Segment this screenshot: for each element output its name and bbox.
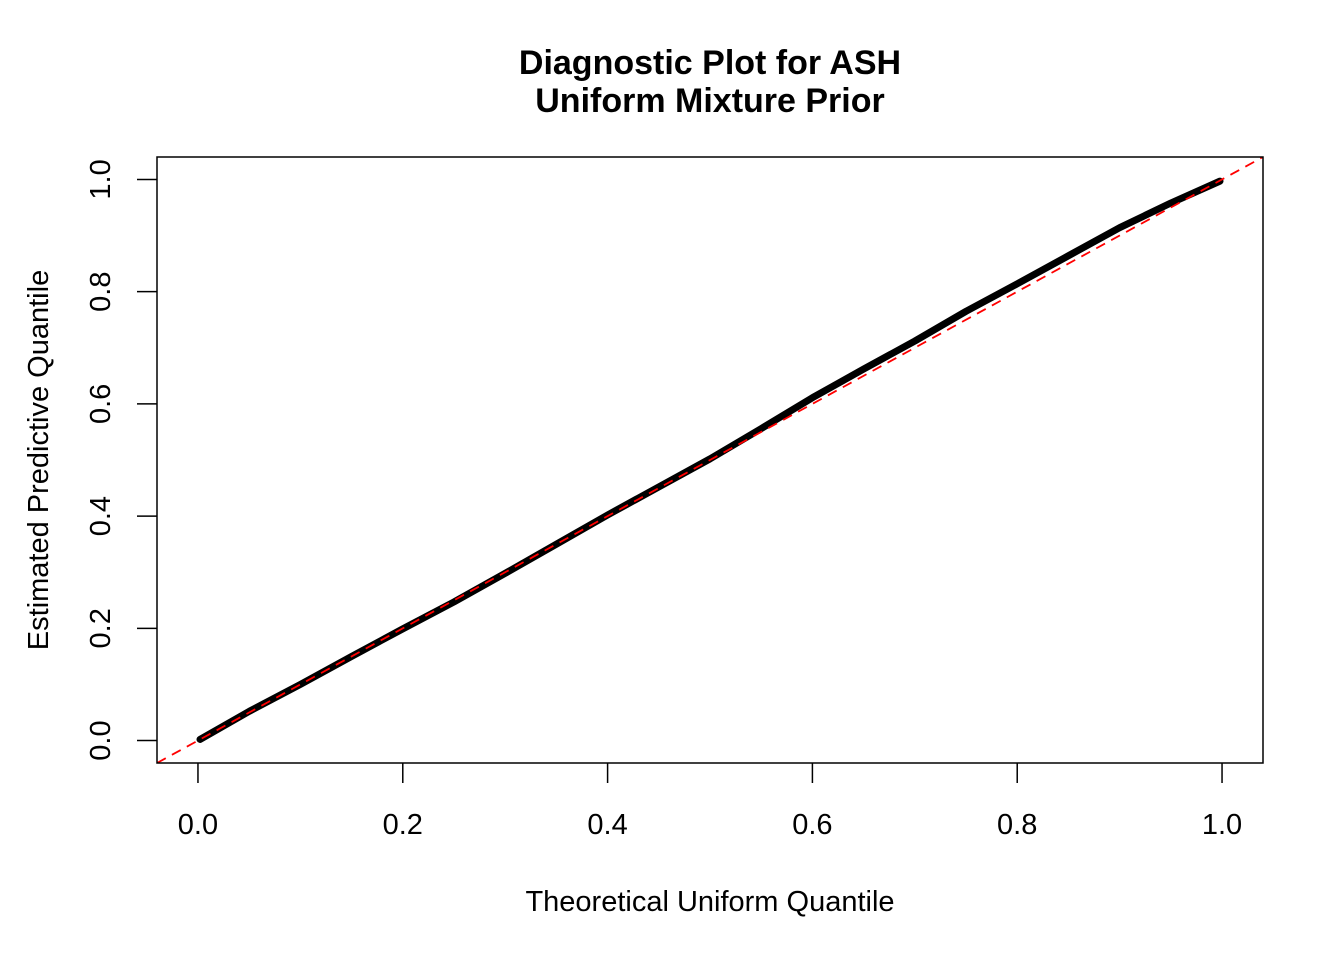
plot-frame: [156, 156, 1264, 764]
y-axis-label: Estimated Predictive Quantile: [23, 270, 55, 650]
x-tick-label: 0.2: [383, 809, 423, 841]
x-tick-label: 0.8: [997, 809, 1037, 841]
chart-title: Diagnostic Plot for ASH: [519, 44, 901, 82]
x-tick-label: 0.0: [178, 809, 218, 841]
y-tick-label: 0.4: [85, 496, 117, 536]
y-tick-label: 0.2: [85, 608, 117, 648]
y-tick-label: 0.0: [85, 720, 117, 760]
x-tick-label: 0.6: [792, 809, 832, 841]
reference-line: [157, 157, 1263, 763]
x-tick-label: 0.4: [587, 809, 627, 841]
x-tick-label: 1.0: [1202, 809, 1242, 841]
y-tick-label: 0.8: [85, 272, 117, 312]
y-tick-label: 1.0: [85, 159, 117, 199]
y-tick-label: 0.6: [85, 384, 117, 424]
chart-subtitle: Uniform Mixture Prior: [535, 82, 884, 120]
x-axis-label: Theoretical Uniform Quantile: [525, 886, 894, 918]
